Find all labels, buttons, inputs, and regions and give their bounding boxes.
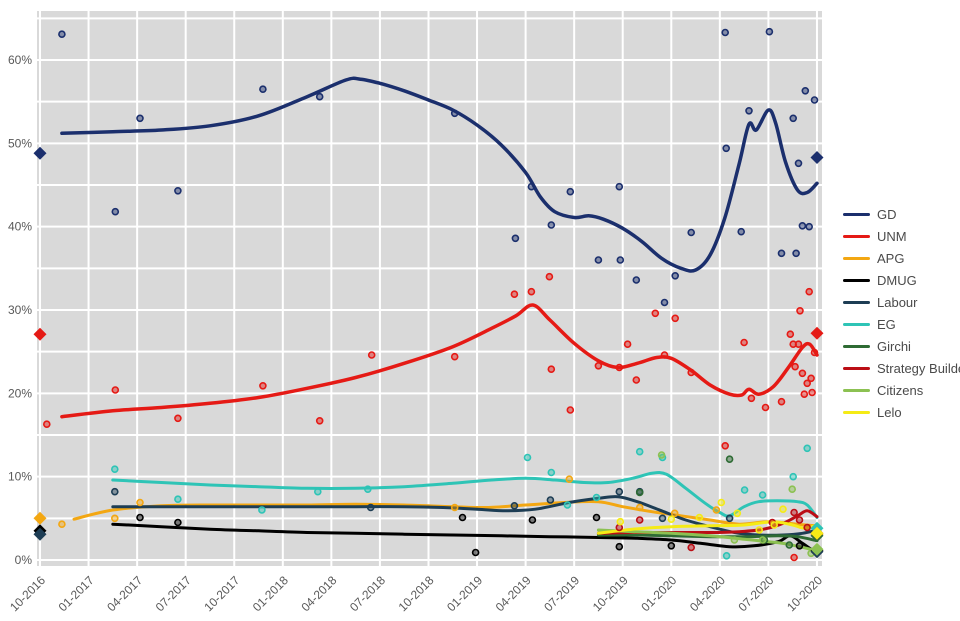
legend-label-girchi: Girchi xyxy=(877,338,911,354)
legend-swatch-sb xyxy=(843,366,870,370)
x-tick-label: 10-2020 xyxy=(784,573,825,614)
legend-item-lelo: Lelo xyxy=(843,401,960,423)
poll-points-dmug xyxy=(136,513,804,557)
legend-item-sb: Strategy Builder xyxy=(843,357,960,379)
legend-swatch-labour xyxy=(843,300,870,304)
legend-swatch-dmug xyxy=(843,278,870,282)
x-tick-label: 07-2018 xyxy=(347,573,388,614)
y-axis-labels: 0% 10% 20% 30% 40% 50% 60% xyxy=(8,53,32,567)
trend-line-eg xyxy=(111,471,819,519)
result-2020-unm xyxy=(810,326,824,340)
x-tick-label: 04-2020 xyxy=(687,573,728,614)
poll-points-unm xyxy=(42,272,819,562)
x-axis-labels: 10-2016 01-2017 04-2017 07-2017 10-2017 01-20… xyxy=(7,573,825,614)
legend-label-labour: Labour xyxy=(877,294,918,310)
x-tick-label: 10-2018 xyxy=(396,573,437,614)
y-tick-label: 40% xyxy=(8,220,32,234)
legend-label-sb: Strategy Builder xyxy=(877,360,960,376)
x-tick-label: 10-2017 xyxy=(201,573,242,614)
legend-item-apg: APG xyxy=(843,247,960,269)
y-tick-label: 10% xyxy=(8,470,32,484)
x-tick-label: 01-2018 xyxy=(250,573,291,614)
x-tick-label: 01-2020 xyxy=(638,573,679,614)
result-2016-unm xyxy=(33,327,47,341)
legend-label-apg: APG xyxy=(877,250,905,266)
result-2020-gd xyxy=(810,150,824,165)
chart-legend: GD UNM APG DMUG Labour EG Girchi Strategy Build… xyxy=(843,203,960,423)
legend-item-citizens: Citizens xyxy=(843,379,960,401)
x-tick-label: 01-2019 xyxy=(444,573,485,614)
result-2020-citizens xyxy=(810,542,824,556)
x-tick-label: 07-2019 xyxy=(541,573,582,614)
legend-label-unm: UNM xyxy=(877,228,907,244)
poll-points-apg xyxy=(58,475,721,529)
trend-line-unm xyxy=(60,303,819,419)
legend-swatch-citizens xyxy=(843,388,870,392)
y-tick-label: 60% xyxy=(8,53,32,67)
legend-swatch-eg xyxy=(843,322,870,326)
trend-line-gd xyxy=(60,76,819,273)
poll-points-gd xyxy=(58,27,819,307)
result-2016-gd xyxy=(33,146,47,160)
x-tick-label: 07-2020 xyxy=(735,573,776,614)
legend-item-girchi: Girchi xyxy=(843,335,960,357)
y-tick-label: 20% xyxy=(8,386,32,400)
y-tick-label: 30% xyxy=(8,303,32,317)
legend-item-unm: UNM xyxy=(843,225,960,247)
x-tick-label: 10-2016 xyxy=(7,573,48,614)
x-tick-label: 04-2019 xyxy=(493,573,534,614)
x-tick-label: 07-2017 xyxy=(153,573,194,614)
x-tick-label: 10-2019 xyxy=(590,573,631,614)
legend-label-citizens: Citizens xyxy=(877,382,924,398)
trend-line-lelo xyxy=(596,520,819,535)
legend-swatch-girchi xyxy=(843,344,870,348)
x-tick-label: 04-2018 xyxy=(298,573,339,614)
gridlines xyxy=(37,11,822,566)
plot-area xyxy=(37,11,822,566)
legend-swatch-unm xyxy=(843,234,870,238)
legend-swatch-gd xyxy=(843,212,870,216)
x-tick-label: 04-2017 xyxy=(104,573,145,614)
legend-label-eg: EG xyxy=(877,316,896,332)
result-2020-lelo xyxy=(810,526,824,540)
result-2016-labour xyxy=(33,527,47,541)
legend-item-eg: EG xyxy=(843,313,960,335)
poll-points-citizens xyxy=(657,451,815,558)
legend-label-dmug: DMUG xyxy=(877,272,917,288)
x-tick-label: 01-2017 xyxy=(56,573,97,614)
legend-swatch-lelo xyxy=(843,410,870,414)
y-tick-label: 0% xyxy=(15,553,33,567)
legend-item-dmug: DMUG xyxy=(843,269,960,291)
legend-swatch-apg xyxy=(843,256,870,260)
y-tick-label: 50% xyxy=(8,136,32,150)
legend-item-gd: GD xyxy=(843,203,960,225)
poll-points-lelo xyxy=(616,498,787,534)
legend-label-lelo: Lelo xyxy=(877,404,902,420)
poll-points-eg xyxy=(111,444,812,560)
legend-item-labour: Labour xyxy=(843,291,960,313)
legend-label-gd: GD xyxy=(877,206,897,222)
result-2016-apg xyxy=(33,511,47,525)
trend-line-apg xyxy=(72,499,819,528)
